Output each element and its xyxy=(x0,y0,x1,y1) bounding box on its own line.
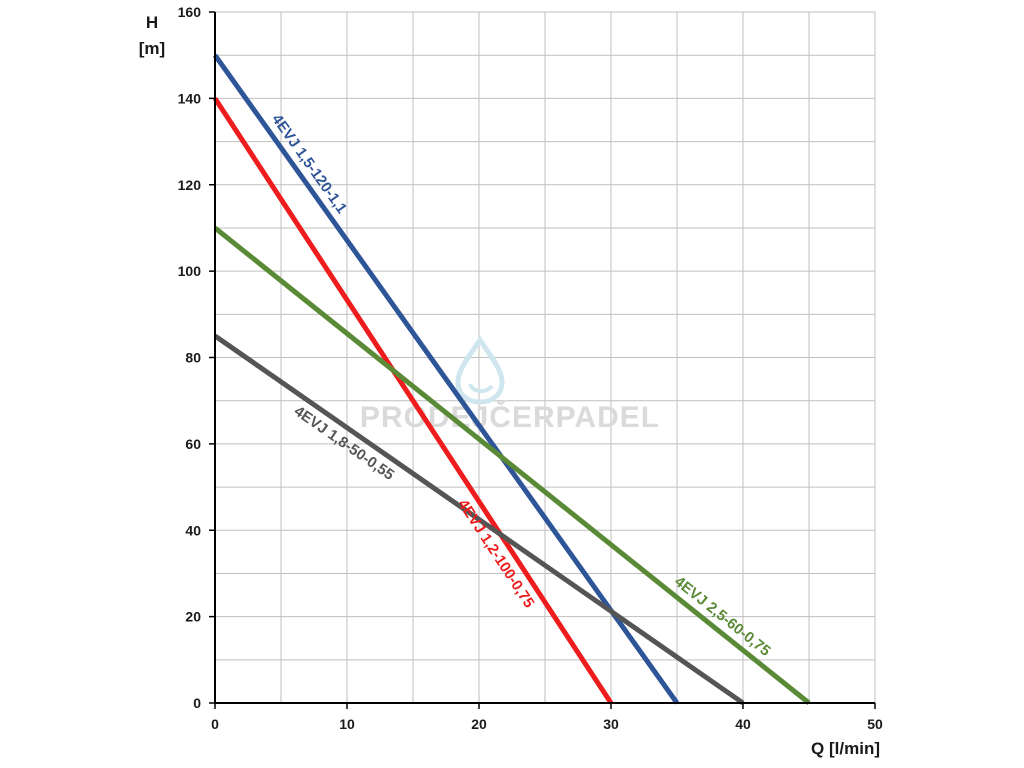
y-axis-title-line2: [m] xyxy=(139,39,165,58)
y-tick-label: 140 xyxy=(178,90,202,106)
y-tick-label: 0 xyxy=(193,695,201,711)
x-tick-label: 0 xyxy=(211,716,219,732)
y-tick-label: 120 xyxy=(178,177,202,193)
grid xyxy=(215,11,876,703)
y-tick-label: 40 xyxy=(185,522,201,538)
watermark-text: PRODEJČERPADEL xyxy=(360,400,660,434)
series-line xyxy=(213,225,811,705)
x-tick-label: 30 xyxy=(603,716,619,732)
tick-labels: 0 20 40 60 80 100 120 140 160 0 10 20 30 40 50 xyxy=(178,4,883,732)
x-tick-label: 20 xyxy=(471,716,487,732)
series-line xyxy=(213,333,745,706)
watermark: PRODEJČERPADEL xyxy=(360,335,660,434)
x-tick-label: 40 xyxy=(735,716,751,732)
series-lines xyxy=(212,53,811,706)
y-axis-title-line1: H xyxy=(146,13,158,32)
series-line xyxy=(212,53,680,705)
y-tick-label: 20 xyxy=(185,609,201,625)
y-tick-label: 60 xyxy=(185,436,201,452)
x-tick-label: 50 xyxy=(867,716,883,732)
water-drop-logo xyxy=(455,335,505,405)
y-tick-label: 80 xyxy=(185,350,201,366)
y-tick-label: 160 xyxy=(178,4,202,20)
y-tick-label: 100 xyxy=(178,263,202,279)
x-tick-label: 10 xyxy=(339,716,355,732)
x-axis-title: Q [l/min] xyxy=(811,739,880,758)
series-line xyxy=(212,97,614,705)
